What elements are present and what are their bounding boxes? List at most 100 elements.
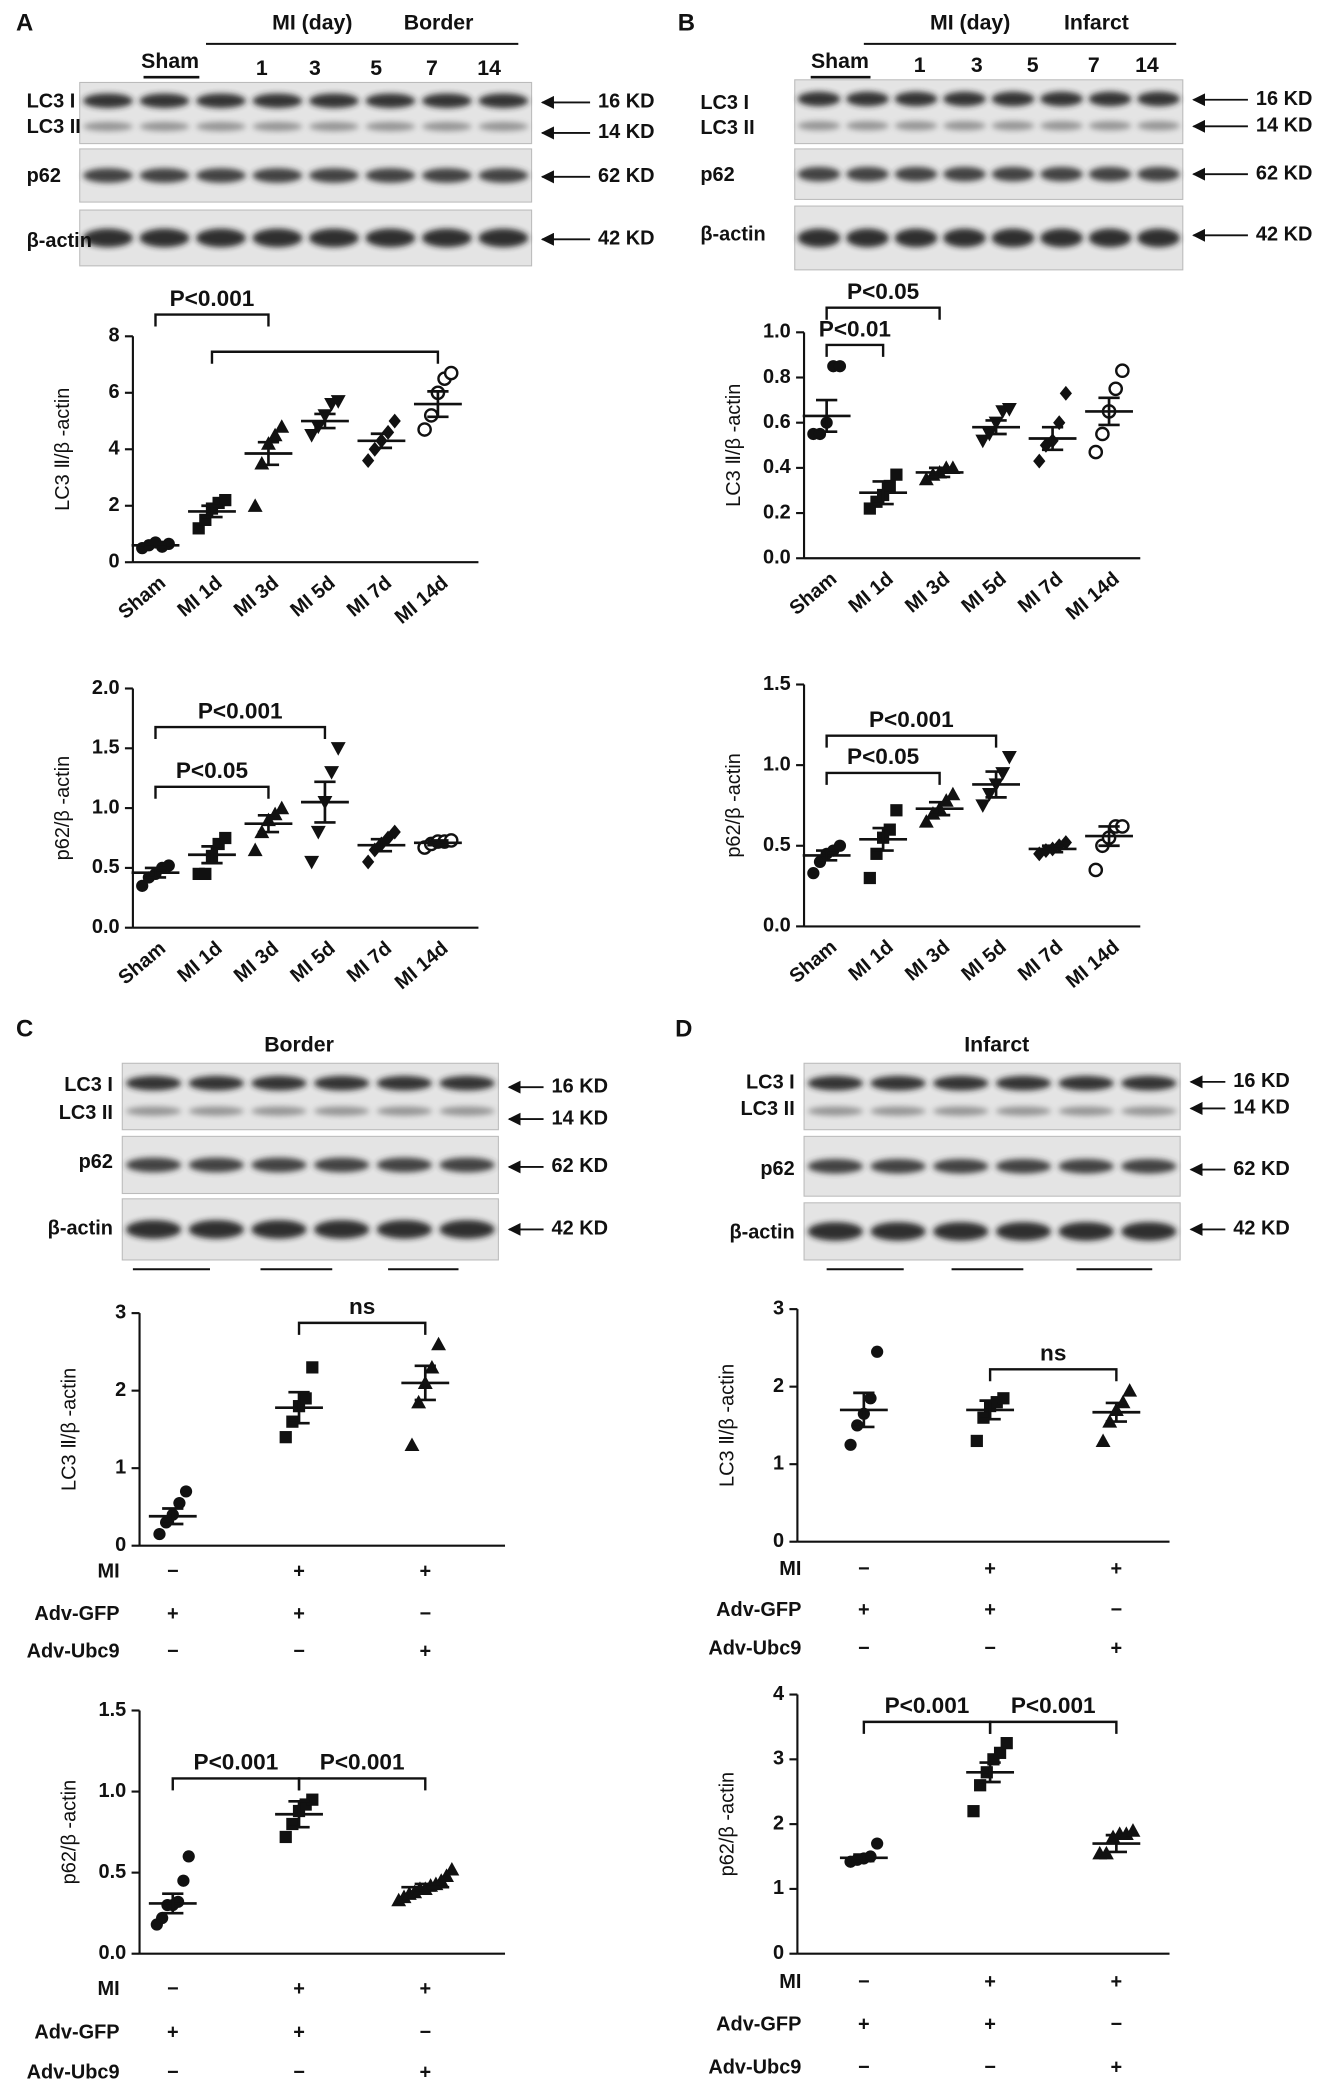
condition-value: − [858,2056,870,2078]
data-point [1122,1383,1138,1397]
y-tick-label: 3 [773,1748,784,1770]
blot-band [439,1106,495,1116]
sem-bar [414,1882,436,1892]
blot-band [846,91,889,107]
lane-label: 3 [971,53,983,77]
data-point [918,814,934,828]
significance-label: P<0.05 [176,758,248,783]
blot-band [933,1222,989,1241]
blot-band [309,93,359,109]
size-label: 14 KD [598,121,654,143]
row-label: p62 [760,1158,794,1180]
data-point [136,879,149,892]
blot-band [1040,228,1083,248]
blot-strip [121,1198,499,1261]
x-tick-label: MI 7d [343,572,396,622]
significance-label: P<0.001 [869,707,954,732]
blot-band [943,166,986,182]
blot-band [439,1157,495,1173]
row-label: LC3 I [64,1074,113,1096]
row-label: LC3 I [700,92,749,114]
blot-band [1058,1106,1114,1116]
sem-bar [314,780,336,824]
significance-bracket [825,734,998,748]
data-point [975,799,991,813]
significance-bracket [171,1777,301,1791]
data-point [411,1394,427,1409]
data-point [833,360,847,373]
x-tick-label: Sham [114,572,170,624]
size-label: 42 KD [1233,1218,1289,1240]
blot-band [188,1106,244,1116]
blot-band [995,1106,1052,1116]
data-point [274,419,290,433]
blot-band [83,93,133,109]
y-tick-label: 6 [109,381,120,403]
sem-bar [370,432,393,450]
y-tick-label: 0.0 [763,915,791,937]
data-point [219,831,232,845]
blot-band [196,121,246,132]
blot-band [1137,228,1180,248]
lane-label: 5 [370,56,382,80]
sem-bar [979,1399,1001,1421]
condition-value: + [1111,2056,1123,2078]
blot-band [252,93,303,109]
blot-band [365,93,416,109]
row-label: β-actin [700,224,765,246]
row-label: LC3 I [27,91,76,113]
panel-label: C [16,1015,33,1042]
blot-strip [121,1062,499,1131]
significance-label: P<0.001 [885,1693,970,1718]
blot-strip [79,81,533,145]
y-tick-label: 8 [109,325,120,347]
y-axis-label: p62/β -actin [723,753,745,857]
row-label: LC3 I [746,1071,795,1093]
blot-band [991,121,1035,131]
sem-bar [288,1390,310,1425]
blot-band [422,228,472,248]
blot-band [309,168,359,183]
data-point [890,468,903,481]
x-tick-label: MI 7d [1014,936,1067,986]
data-point [1095,426,1110,442]
blot-band [126,1106,182,1116]
blot-band [846,228,889,248]
y-axis-label: p62/β -actin [717,1772,739,1876]
blot-band [807,1075,863,1091]
data-point [199,513,212,526]
data-point [444,1861,460,1876]
sem-bar [427,839,449,847]
sem-bar [1105,1833,1127,1854]
blot-band [1121,1158,1177,1174]
blot-band [1137,166,1180,182]
row-label: LC3 II [27,116,81,138]
lane-label: 1 [914,53,926,77]
lane-label: 3 [309,56,321,80]
condition-value: + [293,1561,305,1583]
blot-band [314,1220,370,1239]
condition-value: + [293,1603,305,1625]
data-point [1059,385,1072,401]
condition-value: + [984,1558,996,1580]
data-point [177,1874,190,1887]
condition-value: + [858,1599,870,1621]
y-axis-label: p62/β -actin [52,756,74,860]
y-tick-label: 1.0 [99,1780,127,1802]
significance-label: P<0.001 [198,698,283,723]
blot-band [196,168,246,183]
lane-label: 7 [1088,53,1100,77]
x-tick-label: MI 3d [901,568,954,618]
data-point [890,804,903,817]
sem-bar [1098,396,1120,427]
data-point [1001,403,1017,417]
blot-band [894,91,938,107]
blot-band [139,93,190,109]
data-point [863,871,876,885]
y-tick-label: 1.5 [92,737,120,759]
y-tick-label: 0.0 [99,1942,127,1964]
sem-bar [314,412,336,430]
y-tick-label: 0.0 [92,916,120,938]
blot-band [943,121,986,131]
blot-band [83,121,133,132]
